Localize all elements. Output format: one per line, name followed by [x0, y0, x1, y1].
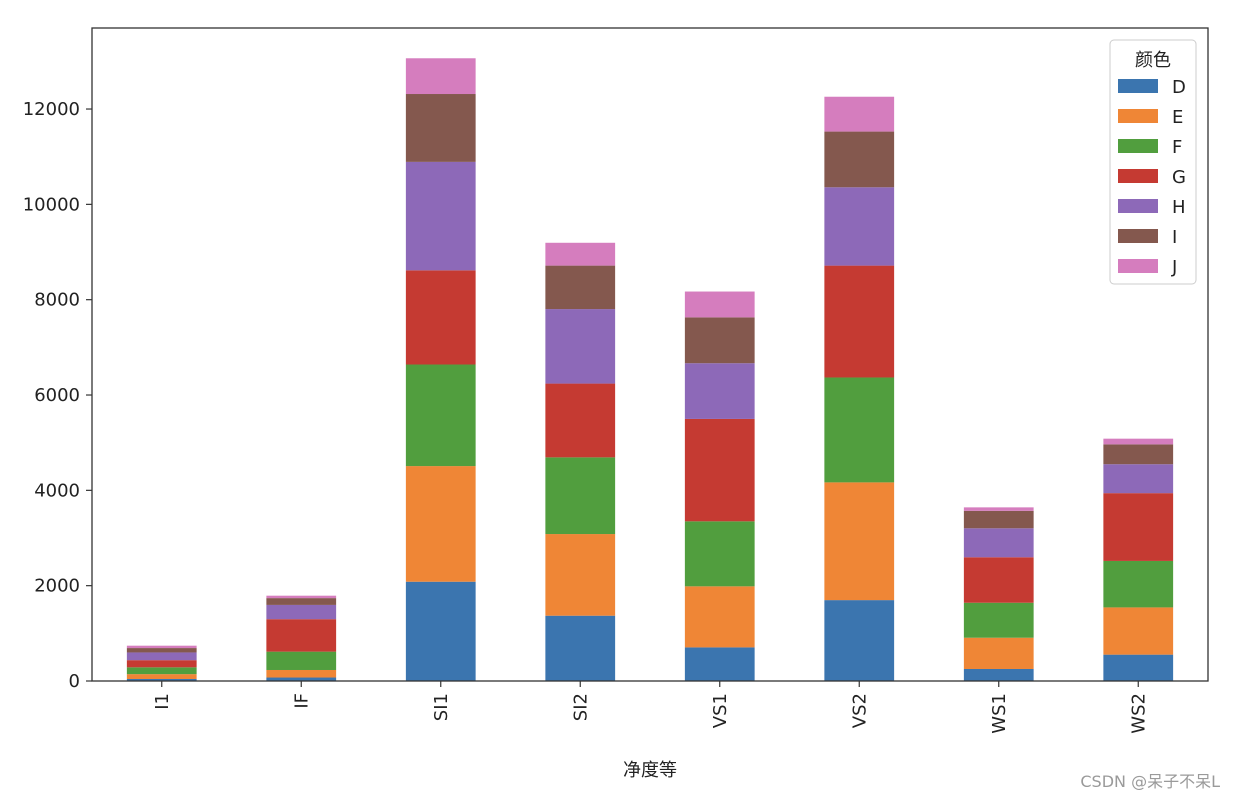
bar-I1-G	[126, 660, 197, 668]
bar-WS2-I	[1103, 444, 1174, 465]
x-tick-label: IF	[291, 693, 312, 709]
bar-VS2-F	[824, 377, 895, 483]
bar-VS1-H	[684, 363, 755, 419]
legend-swatch-E	[1118, 109, 1158, 123]
y-tick-label: 6000	[34, 385, 80, 406]
bar-SI2-E	[545, 534, 616, 616]
y-tick-label: 0	[69, 671, 80, 692]
bar-WS1-I	[963, 510, 1034, 529]
bar-IF-I	[266, 598, 337, 605]
bar-SI2-F	[545, 457, 616, 535]
bar-IF-E	[266, 669, 337, 678]
bar-SI1-I	[405, 94, 476, 162]
x-axis-label: 净度等	[623, 760, 677, 781]
y-tick-label: 4000	[34, 480, 80, 501]
bar-VS1-J	[684, 291, 755, 318]
bar-WS1-F	[963, 602, 1034, 638]
bar-SI2-I	[545, 265, 616, 310]
bar-WS1-G	[963, 557, 1034, 603]
bars-group	[126, 58, 1174, 681]
watermark: CSDN @呆子不呆L	[1080, 772, 1220, 791]
bar-SI1-H	[405, 161, 476, 271]
legend-swatch-H	[1118, 199, 1158, 213]
bar-IF-D	[266, 677, 337, 681]
y-tick-label: 8000	[34, 290, 80, 311]
bar-SI2-G	[545, 383, 616, 458]
bar-SI2-D	[545, 615, 616, 681]
bar-WS1-H	[963, 528, 1034, 558]
y-tick-label: 12000	[23, 99, 80, 120]
x-tick-label: WS2	[1128, 693, 1149, 734]
legend-label-G: G	[1172, 167, 1186, 188]
bar-VS1-G	[684, 418, 755, 522]
x-tick-label: VS1	[710, 693, 731, 728]
bar-I1-F	[126, 667, 197, 675]
legend-frame	[1109, 39, 1197, 285]
bar-I1-D	[126, 678, 197, 681]
bar-VS2-D	[824, 600, 895, 681]
bar-IF-G	[266, 619, 337, 652]
bar-SI1-J	[405, 58, 476, 95]
x-tick-label: VS2	[849, 693, 870, 728]
bar-WS2-H	[1103, 464, 1174, 494]
x-tick-label: I1	[152, 693, 173, 710]
x-tick-label: SI1	[431, 693, 452, 721]
legend-label-J: J	[1171, 257, 1177, 278]
bar-SI2-H	[545, 309, 616, 384]
bar-WS2-G	[1103, 493, 1174, 561]
legend-swatch-D	[1118, 79, 1158, 93]
legend-label-H: H	[1172, 197, 1186, 218]
bar-VS1-I	[684, 317, 755, 364]
x-axis: I1 IF SI1 SI2 VS1 VS2 WS1 WS2	[152, 681, 1149, 734]
legend-swatch-F	[1118, 139, 1158, 153]
bar-WS2-D	[1103, 654, 1174, 681]
legend-label-I: I	[1172, 227, 1177, 248]
bar-VS2-G	[824, 265, 895, 378]
legend-swatch-J	[1118, 259, 1158, 273]
bar-WS1-D	[963, 668, 1034, 681]
bar-VS1-D	[684, 647, 755, 681]
y-tick-label: 2000	[34, 576, 80, 597]
bar-VS2-H	[824, 187, 895, 266]
legend-swatch-G	[1118, 169, 1158, 183]
bar-WS2-F	[1103, 560, 1174, 608]
bar-SI1-D	[405, 581, 476, 681]
y-axis: 0 2000 4000 6000 8000 10000 12000	[23, 99, 92, 692]
bar-IF-J	[266, 595, 337, 599]
plot-frame	[91, 27, 1209, 682]
bar-VS1-E	[684, 586, 755, 648]
x-tick-label: SI2	[570, 693, 591, 721]
legend-title: 颜色	[1135, 50, 1171, 71]
bar-VS2-E	[824, 482, 895, 601]
bar-VS2-I	[824, 131, 895, 188]
bar-WS2-J	[1103, 438, 1174, 445]
legend-label-F: F	[1172, 137, 1182, 158]
bar-WS2-E	[1103, 607, 1174, 655]
bar-I1-E	[126, 674, 197, 679]
bar-VS2-J	[824, 96, 895, 132]
bar-SI1-G	[405, 270, 476, 365]
bar-VS1-F	[684, 521, 755, 587]
legend-swatch-I	[1118, 229, 1158, 243]
bar-IF-F	[266, 651, 337, 670]
bar-WS1-J	[963, 507, 1034, 511]
bar-I1-H	[126, 652, 197, 661]
bar-I1-I	[126, 648, 197, 653]
bar-I1-J	[126, 645, 197, 649]
bar-SI1-F	[405, 364, 476, 467]
y-tick-label: 10000	[23, 194, 80, 215]
bar-IF-H	[266, 604, 337, 620]
legend-label-D: D	[1172, 77, 1186, 98]
bar-WS1-E	[963, 637, 1034, 669]
bar-SI2-J	[545, 242, 616, 266]
x-tick-label: WS1	[989, 693, 1010, 734]
bar-SI1-E	[405, 466, 476, 582]
legend-label-E: E	[1172, 107, 1183, 128]
